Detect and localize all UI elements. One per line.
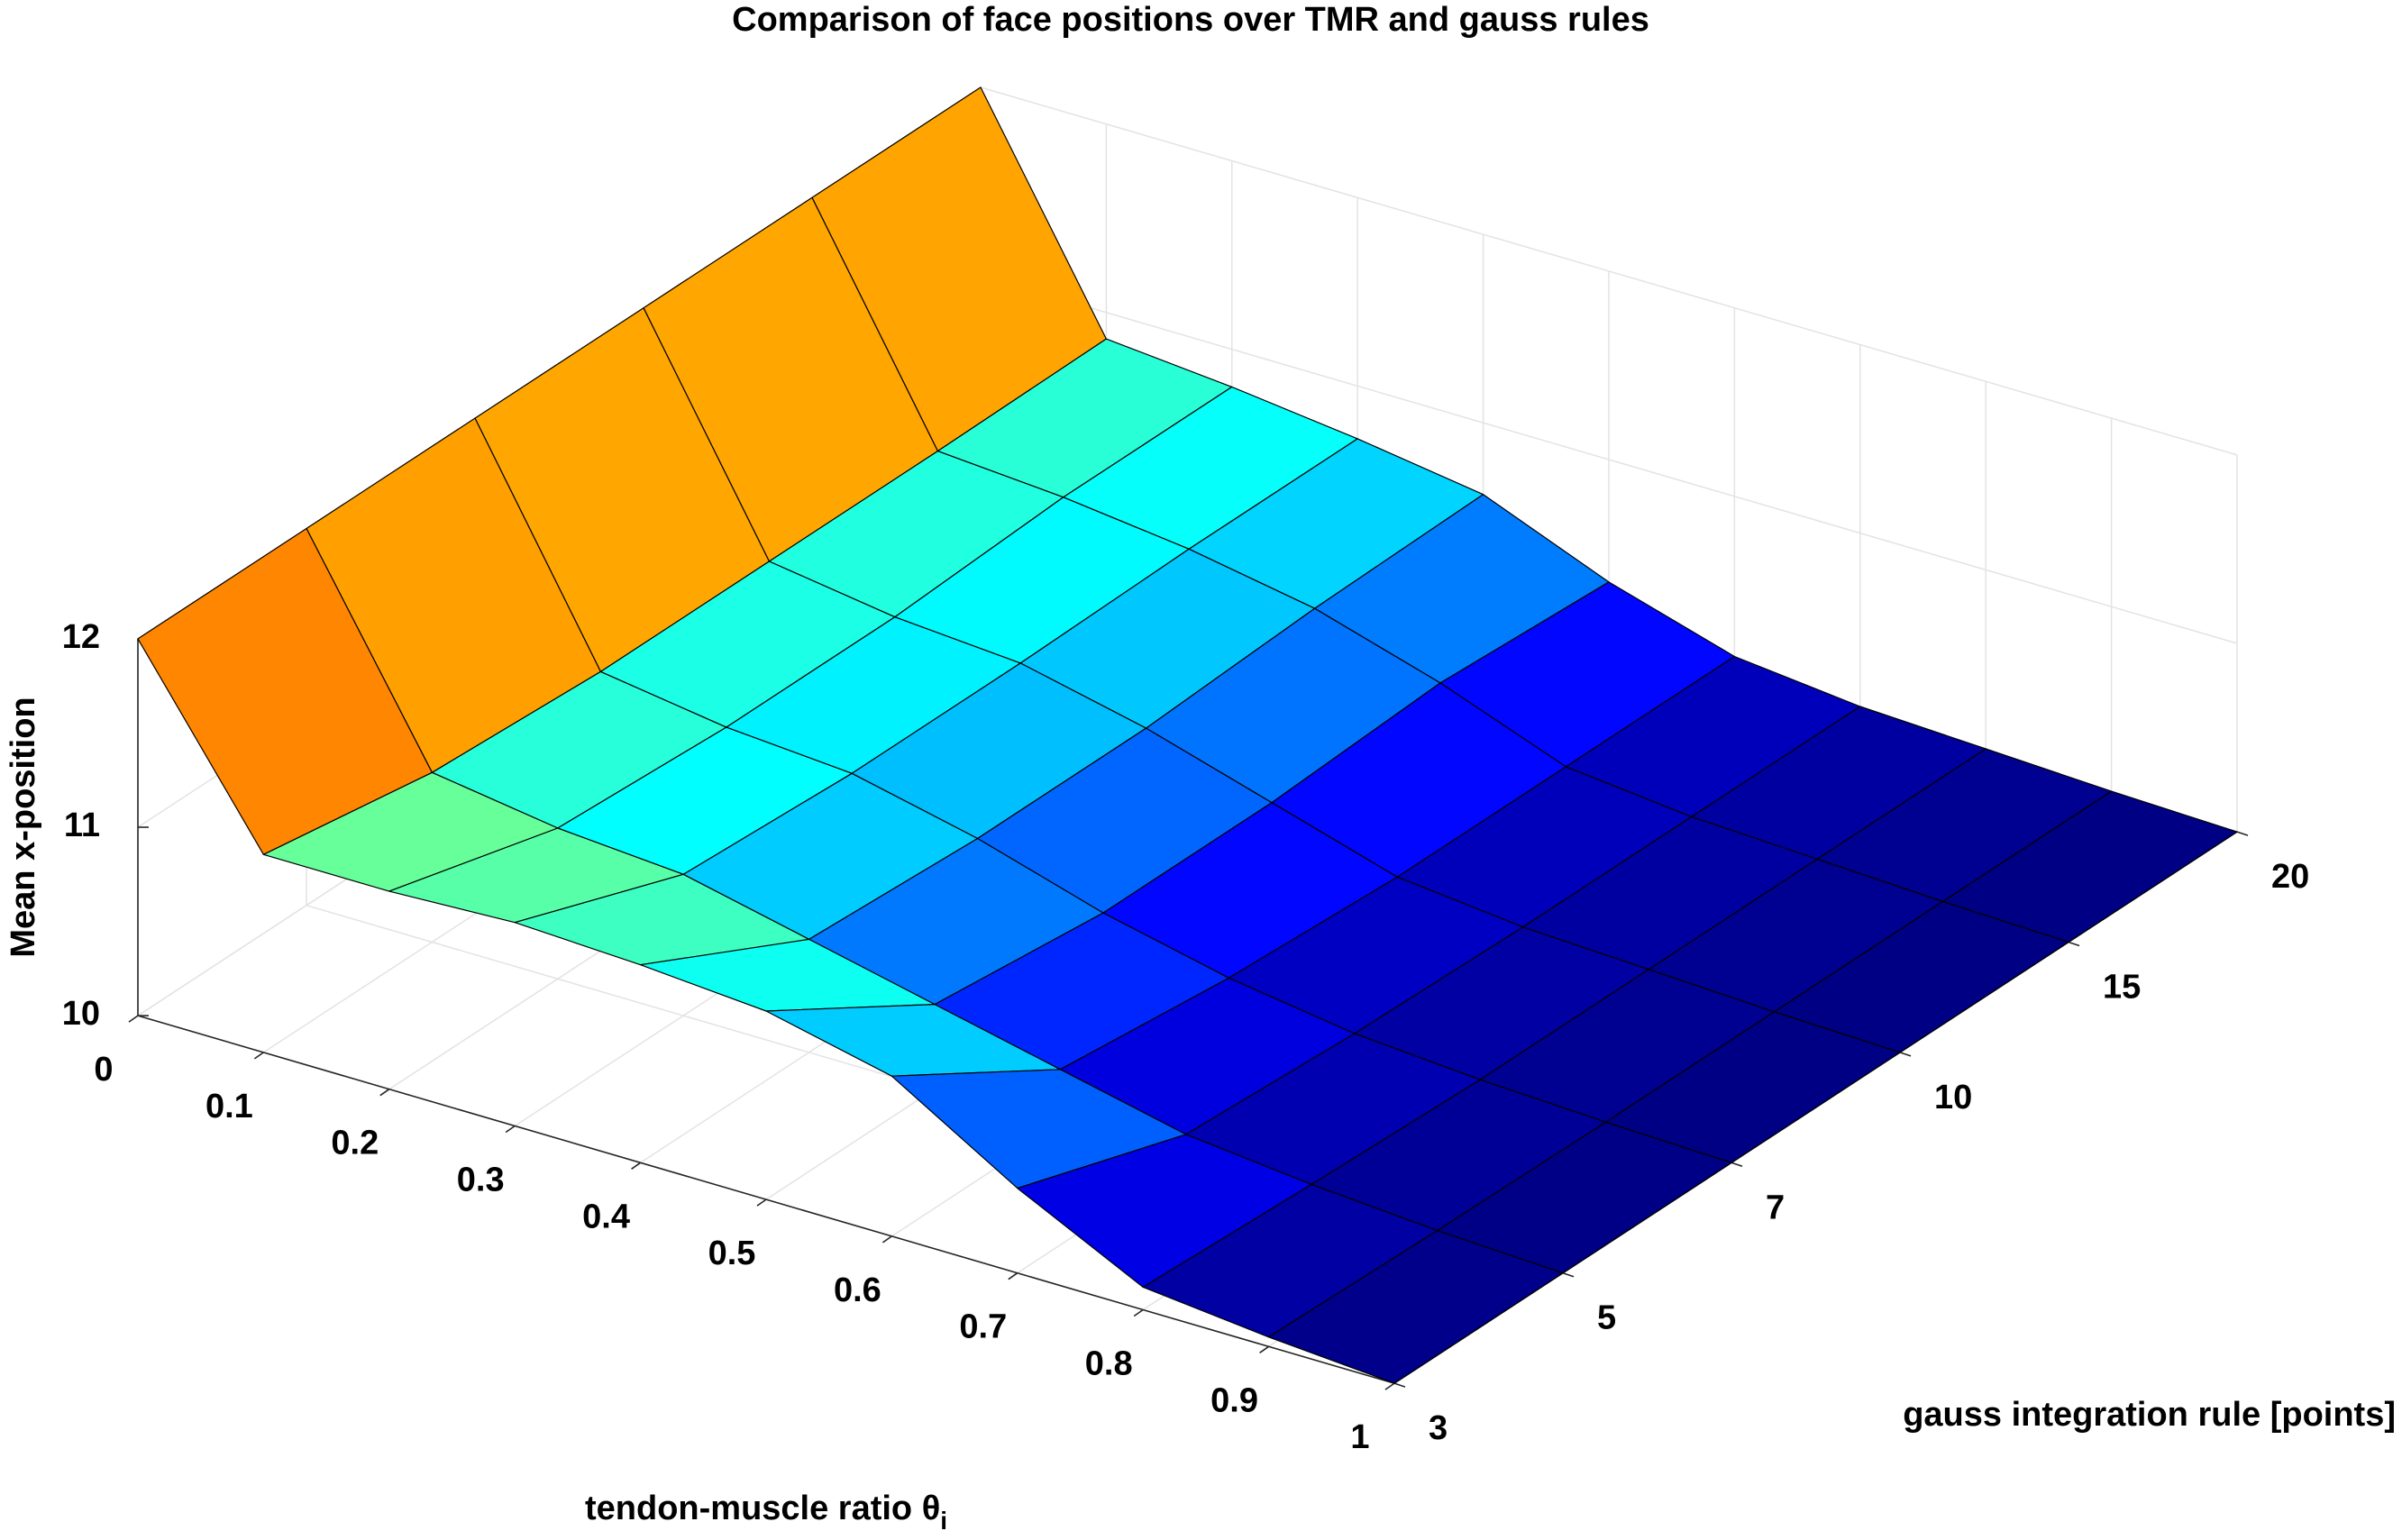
z-axis-label: Mean x-position [5, 697, 42, 957]
y-tick-label: 3 [1429, 1409, 1448, 1447]
y-axis-label: gauss integration rule [points] [1903, 1396, 2396, 1434]
x-axis-label-main: tendon-muscle ratio θ [585, 1490, 940, 1527]
x-tick [631, 1162, 642, 1170]
y-tick [2236, 831, 2249, 836]
x-tick [253, 1052, 264, 1060]
y-tick-label: 7 [1766, 1189, 1785, 1226]
z-tick-label: 11 [64, 806, 100, 844]
x-tick [756, 1198, 767, 1207]
x-tick-label: 0.2 [331, 1125, 379, 1162]
x-tick [128, 1015, 139, 1023]
x-tick-label: 0.1 [205, 1088, 253, 1125]
y-tick-label: 15 [2103, 969, 2141, 1007]
y-tick-label: 20 [2271, 858, 2309, 896]
x-axis-label-subscript: i [940, 1507, 947, 1535]
x-axis-label: tendon-muscle ratio θi [585, 1490, 947, 1535]
y-tick [1562, 1271, 1575, 1278]
x-tick [379, 1089, 390, 1097]
grid-line [980, 275, 2238, 644]
x-tick [1133, 1308, 1144, 1317]
grid-line [980, 87, 2238, 456]
surface-face [1267, 1229, 1564, 1384]
y-tick-label: 10 [1934, 1079, 1972, 1116]
chart-title: Comparison of face positions over TMR an… [732, 1, 1649, 39]
y-tick [1899, 1052, 1912, 1057]
x-tick-label: 0.8 [1085, 1345, 1133, 1383]
z-tick-label: 10 [62, 995, 100, 1033]
x-tick [505, 1125, 516, 1134]
x-tick-label: 1 [1350, 1418, 1369, 1456]
x-tick-label: 0.3 [457, 1162, 505, 1199]
x-tick-label: 0.5 [708, 1235, 756, 1272]
y-tick [2068, 941, 2080, 947]
y-tick [1393, 1382, 1406, 1388]
x-tick [881, 1235, 892, 1244]
x-tick-label: 0 [94, 1051, 113, 1089]
x-tick-label: 0.9 [1210, 1381, 1258, 1419]
y-tick-label: 5 [1597, 1299, 1616, 1337]
x-tick-label: 0.4 [582, 1198, 630, 1235]
x-tick [1008, 1272, 1018, 1280]
x-tick-label: 0.6 [834, 1271, 881, 1309]
z-tick-label: 12 [62, 618, 100, 656]
x-tick [1384, 1382, 1395, 1390]
x-tick-label: 0.7 [959, 1308, 1007, 1346]
x-tick [1259, 1345, 1270, 1353]
y-tick [1731, 1162, 1743, 1168]
